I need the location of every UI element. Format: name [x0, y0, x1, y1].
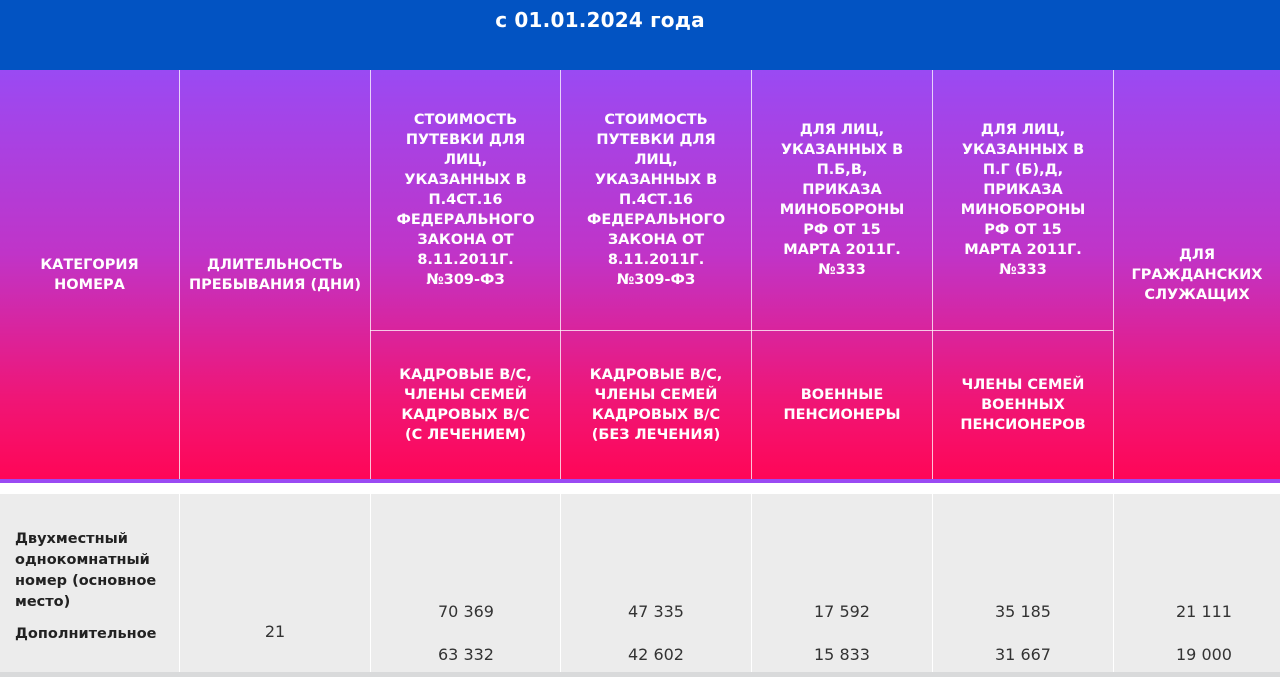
header-duration: ДЛИТЕЛЬНОСТЬ ПРЕБЫВАНИЯ (ДНИ): [189, 256, 361, 293]
page-title: с 01.01.2024 года: [495, 8, 705, 32]
subheader-3: ВОЕННЫЕ ПЕНСИОНЕРЫ: [783, 387, 901, 423]
cell-divider: [1113, 494, 1114, 677]
header-mod-1: ДЛЯ ЛИЦ, УКАЗАННЫХ В П.Б,В, ПРИКАЗА МИНО…: [779, 122, 905, 278]
duration-value: 21: [264, 622, 286, 641]
room-category-main: Двухместный однокомнатный номер (основно…: [15, 531, 157, 610]
price-main: 17 592: [814, 602, 870, 621]
header-divider: [179, 70, 180, 479]
header-divider: [932, 70, 933, 479]
header-divider: [370, 70, 371, 479]
cell-divider: [179, 494, 180, 677]
room-category-extra: Дополнительное: [15, 626, 157, 642]
price-main: 47 335: [628, 602, 684, 621]
table-row: [0, 494, 1280, 677]
header-divider: [0, 479, 1280, 483]
header-divider: [560, 70, 561, 479]
header-cost-2: СТОИМОСТЬ ПУТЕВКИ ДЛЯ ЛИЦ, УКАЗАННЫХ В П…: [586, 112, 726, 288]
header-divider: [370, 330, 1113, 331]
header-cost-1: СТОИМОСТЬ ПУТЕВКИ ДЛЯ ЛИЦ, УКАЗАННЫХ В П…: [396, 112, 535, 288]
header-divider: [1113, 70, 1114, 479]
header-civil: ДЛЯ ГРАЖДАНСКИХ СЛУЖАЩИХ: [1131, 246, 1263, 303]
subheader-2: КАДРОВЫЕ В/С, ЧЛЕНЫ СЕМЕЙ КАДРОВЫХ В/С (…: [589, 367, 723, 443]
cell-divider: [560, 494, 561, 677]
header-divider: [751, 70, 752, 479]
table-header: [0, 70, 1280, 479]
bottom-scroll-bar[interactable]: [0, 672, 1280, 677]
price-extra: 15 833: [814, 645, 870, 664]
room-category: Двухместный однокомнатный номер (основно…: [15, 529, 175, 645]
subheader-4: ЧЛЕНЫ СЕМЕЙ ВОЕННЫХ ПЕНСИОНЕРОВ: [960, 377, 1086, 433]
price-extra: 31 667: [995, 645, 1051, 664]
price-extra: 42 602: [628, 645, 684, 664]
price-extra: 63 332: [438, 645, 494, 664]
cell-divider: [370, 494, 371, 677]
subheader-1: КАДРОВЫЕ В/С, ЧЛЕНЫ СЕМЕЙ КАДРОВЫХ В/С (…: [399, 367, 532, 443]
cell-divider: [932, 494, 933, 677]
cell-divider: [751, 494, 752, 677]
page-banner: с 01.01.2024 года: [0, 0, 1280, 70]
price-extra: 19 000: [1176, 645, 1232, 664]
price-main: 70 369: [438, 602, 494, 621]
header-mod-2: ДЛЯ ЛИЦ, УКАЗАННЫХ В П.Г (Б),Д, ПРИКАЗА …: [960, 122, 1086, 278]
header-category: КАТЕГОРИЯ НОМЕРА: [40, 256, 139, 293]
price-main: 21 111: [1176, 602, 1232, 621]
price-main: 35 185: [995, 602, 1051, 621]
